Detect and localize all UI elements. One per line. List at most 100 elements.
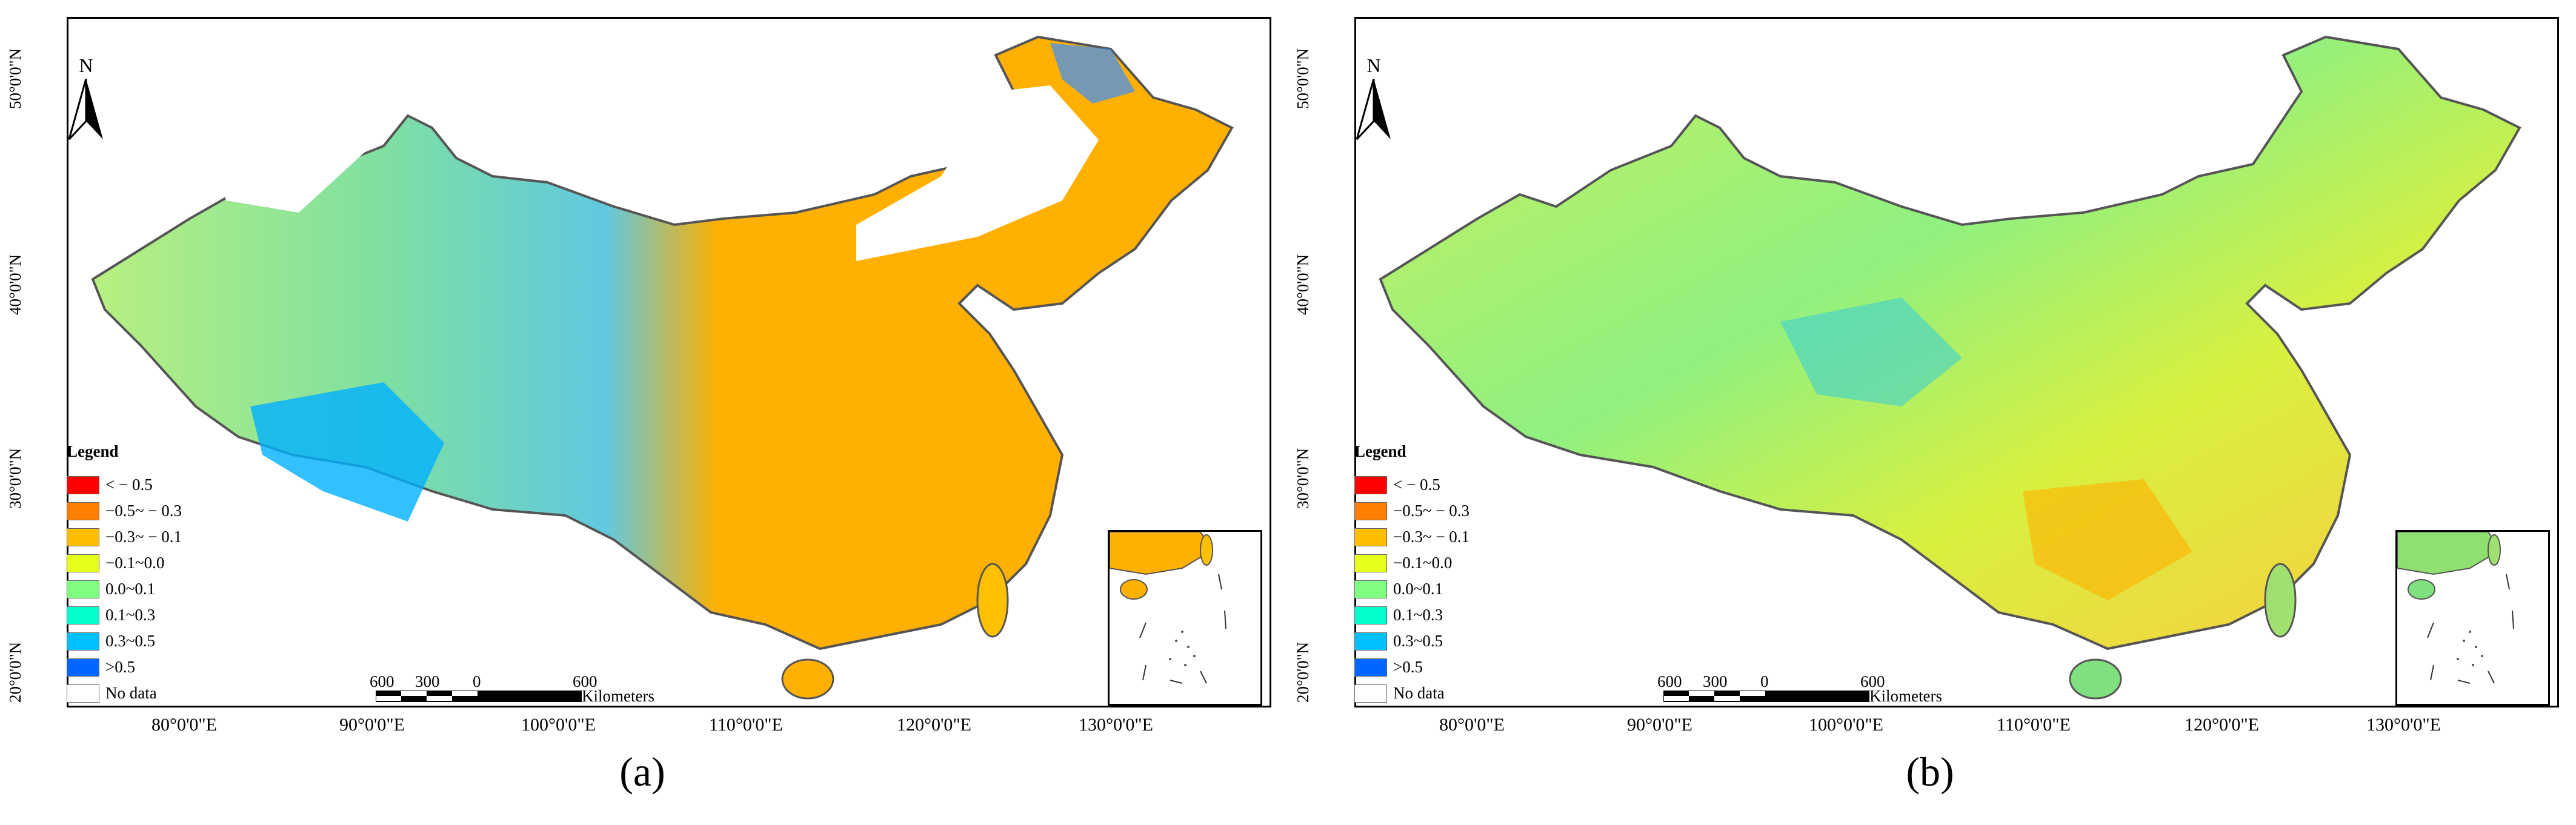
lat-tick: 20°0'0"N xyxy=(1294,641,1312,703)
legend-swatch xyxy=(1354,606,1387,625)
legend-label: 0.1~0.3 xyxy=(1393,606,1443,624)
lat-tick: 20°0'0"N xyxy=(6,641,24,703)
map-frame xyxy=(1354,17,2559,707)
inset-map xyxy=(2397,532,2514,684)
map-panel-b: 50°0'0"N 40°0'0"N 30°0'0"N 20°0'0"N 80°0… xyxy=(1288,0,2575,825)
scale-label: 600 xyxy=(573,672,597,691)
lat-tick: 30°0'0"N xyxy=(1294,448,1312,509)
scale-bar-graphic xyxy=(1663,691,1869,702)
legend-item: −0.5~ − 0.3 xyxy=(67,498,182,524)
north-arrow: N xyxy=(1356,55,1404,145)
lon-tick: 90°0'0"E xyxy=(1627,715,1692,735)
legend-swatch xyxy=(67,528,99,546)
lat-tick: 40°0'0"N xyxy=(6,254,24,316)
legend-label: < − 0.5 xyxy=(105,475,153,494)
legend-label: 0.3~0.5 xyxy=(105,632,156,650)
south-china-sea-inset xyxy=(2395,530,2550,706)
legend-label: 0.0~0.1 xyxy=(105,580,156,598)
taiwan-island xyxy=(976,563,1009,638)
north-arrow-icon xyxy=(68,79,103,141)
hainan-island xyxy=(2069,658,2122,700)
taiwan-island xyxy=(2264,563,2297,638)
lat-tick: 30°0'0"N xyxy=(6,448,24,509)
legend: Legend < − 0.5 −0.5~ − 0.3 −0.3~ − 0.1 −… xyxy=(67,442,182,706)
legend-swatch xyxy=(1354,632,1387,651)
legend-label: >0.5 xyxy=(105,658,135,676)
lon-tick: 130°0'0"E xyxy=(2366,715,2441,735)
north-label: N xyxy=(1366,55,1381,76)
legend-label: −0.5~ − 0.3 xyxy=(1393,502,1470,520)
legend-swatch xyxy=(1354,580,1387,598)
lon-tick: 120°0'0"E xyxy=(897,715,971,735)
scale-label: 600 xyxy=(1657,672,1682,691)
legend-item: >0.5 xyxy=(1354,654,1469,680)
legend-item: 0.0~0.1 xyxy=(67,576,182,602)
legend-item: < − 0.5 xyxy=(67,472,182,498)
inset-map xyxy=(1110,532,1226,684)
legend-swatch xyxy=(67,684,99,703)
no-data-region xyxy=(856,85,1099,261)
scale-units: Kilometers xyxy=(582,687,654,705)
lat-tick: 50°0'0"N xyxy=(6,48,24,110)
legend-swatch xyxy=(67,632,99,651)
legend-swatch xyxy=(1354,528,1387,546)
high-value-region xyxy=(250,382,444,522)
negative-region xyxy=(2023,479,2192,600)
high-value-region xyxy=(1050,43,1135,104)
legend-item: 0.1~0.3 xyxy=(67,602,182,628)
legend-item: 0.3~0.5 xyxy=(67,628,182,654)
legend-label: −0.5~ − 0.3 xyxy=(105,502,182,520)
scale-bar: 600 300 0 600 Kilometers xyxy=(370,672,691,709)
hainan-island xyxy=(781,658,834,700)
legend-label: −0.1~0.0 xyxy=(105,554,165,572)
legend-item: < − 0.5 xyxy=(1354,472,1469,498)
no-data-region xyxy=(202,104,371,213)
scale-bar: 600 300 0 600 Kilometers xyxy=(1657,672,1979,709)
positive-region xyxy=(1780,297,1962,406)
scale-label: 300 xyxy=(415,672,440,691)
lon-tick: 100°0'0"E xyxy=(1809,715,1883,735)
scale-label: 0 xyxy=(473,672,481,691)
lat-tick: 50°0'0"N xyxy=(1294,48,1312,110)
lon-tick: 80°0'0"E xyxy=(151,715,217,735)
legend-swatch xyxy=(1354,684,1387,703)
panel-caption: (b) xyxy=(1906,749,1954,795)
legend-item: >0.5 xyxy=(67,654,182,680)
legend-item: 0.1~0.3 xyxy=(1354,602,1469,628)
legend-swatch xyxy=(1354,475,1387,494)
legend-swatch xyxy=(67,475,99,494)
legend-label: < − 0.5 xyxy=(1393,475,1440,494)
lon-tick: 80°0'0"E xyxy=(1439,715,1505,735)
legend-swatch xyxy=(1354,658,1387,677)
map-panel-a: 50°0'0"N 40°0'0"N 30°0'0"N 20°0'0"N 80°0… xyxy=(6,17,1271,795)
legend-item: No data xyxy=(67,680,182,706)
lon-tick: 120°0'0"E xyxy=(2185,715,2259,735)
north-label: N xyxy=(79,55,93,76)
legend-item: −0.5~ − 0.3 xyxy=(1354,498,1469,524)
legend-label: >0.5 xyxy=(1393,658,1423,676)
south-china-sea-inset xyxy=(1108,530,1262,706)
legend-swatch xyxy=(67,606,99,625)
china-map xyxy=(91,35,1234,700)
legend-label: 0.0~0.1 xyxy=(1393,580,1443,598)
legend-swatch xyxy=(67,658,99,677)
scale-label: 0 xyxy=(1760,672,1769,691)
scale-label: 600 xyxy=(1860,672,1885,691)
legend-item: −0.3~ − 0.1 xyxy=(67,524,182,550)
legend-label: No data xyxy=(105,684,157,702)
panel-caption: (a) xyxy=(619,749,665,795)
legend-label: −0.3~ − 0.1 xyxy=(105,528,182,546)
legend-swatch xyxy=(1354,502,1387,520)
china-land xyxy=(1379,35,2521,651)
scale-label: 300 xyxy=(1703,672,1728,691)
legend-swatch xyxy=(67,502,99,520)
legend-label: 0.3~0.5 xyxy=(1393,632,1443,650)
north-arrow-icon xyxy=(1356,79,1391,141)
lat-tick: 40°0'0"N xyxy=(1294,254,1312,316)
legend-item: −0.1~0.0 xyxy=(1354,550,1469,576)
china-map xyxy=(1379,35,2521,700)
legend-item: 0.0~0.1 xyxy=(1354,576,1469,602)
legend-label: No data xyxy=(1393,684,1445,702)
legend-item: No data xyxy=(1354,680,1469,706)
legend-title: Legend xyxy=(1354,442,1406,460)
